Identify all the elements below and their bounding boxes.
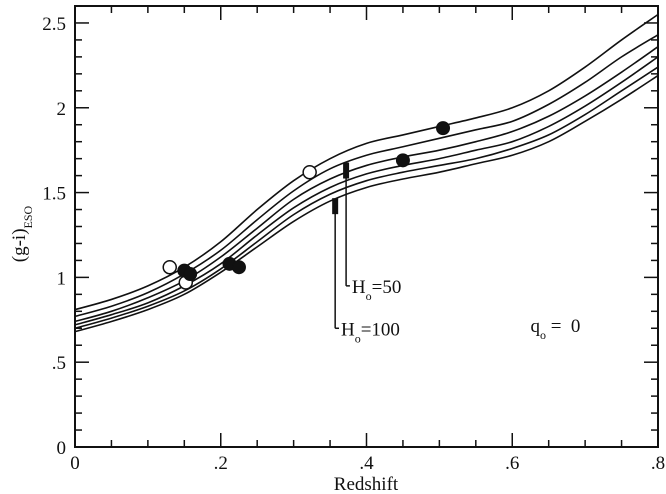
hubble-label-2: Ho=100 — [341, 319, 400, 345]
model-curve-6 — [74, 74, 659, 333]
y-tick-label-4: 2 — [57, 99, 67, 120]
filled-point-5 — [395, 153, 410, 168]
model-curve-5 — [74, 66, 659, 330]
q0-annotation-symbol: q — [530, 316, 540, 337]
q0-annotation-value: = 0 — [546, 316, 580, 337]
x-tick-label-3: .6 — [505, 453, 519, 474]
open-point-1 — [162, 259, 177, 275]
x-tick-label-4: .8 — [651, 453, 665, 474]
filled-point-6 — [436, 121, 451, 136]
y-axis-label: (g-i)ESO — [9, 205, 35, 262]
x-tick-label-0: 0 — [70, 453, 80, 474]
y-tick-label-2: 1 — [57, 268, 67, 289]
model-curves — [74, 13, 659, 333]
y-tick-label-0: 0 — [57, 438, 67, 459]
filled-point-4 — [231, 260, 246, 275]
model-curve-4 — [74, 56, 659, 326]
data-points — [162, 121, 451, 290]
x-axis-label: Redshift — [334, 474, 399, 494]
plot-frame — [74, 5, 659, 448]
y-tick-label-1: .5 — [52, 353, 66, 374]
open-point-3 — [302, 164, 317, 180]
filled-point-2 — [183, 266, 198, 281]
q0-annotation-sub: o — [540, 328, 546, 342]
axis-ticks: 0 .2 .4 .6 .8 0 .5 1 1.5 2 2.5 — [42, 5, 665, 474]
model-curve-3 — [74, 46, 659, 323]
y-axis-label-main: (g-i) — [9, 228, 30, 262]
hubble-markers: Ho=50 Ho=100 — [332, 162, 401, 345]
x-tick-label-2: .4 — [359, 453, 374, 474]
model-curve-1 — [74, 13, 659, 311]
x-tick-label-1: .2 — [214, 453, 228, 474]
hubble-label-1: Ho=50 — [352, 277, 401, 303]
y-tick-label-3: 1.5 — [42, 184, 66, 205]
y-tick-label-5: 2.5 — [42, 14, 66, 35]
model-curve-2 — [74, 34, 659, 318]
q0-annotation: qo = 0 — [530, 316, 580, 342]
y-axis-label-sub: ESO — [21, 205, 35, 228]
